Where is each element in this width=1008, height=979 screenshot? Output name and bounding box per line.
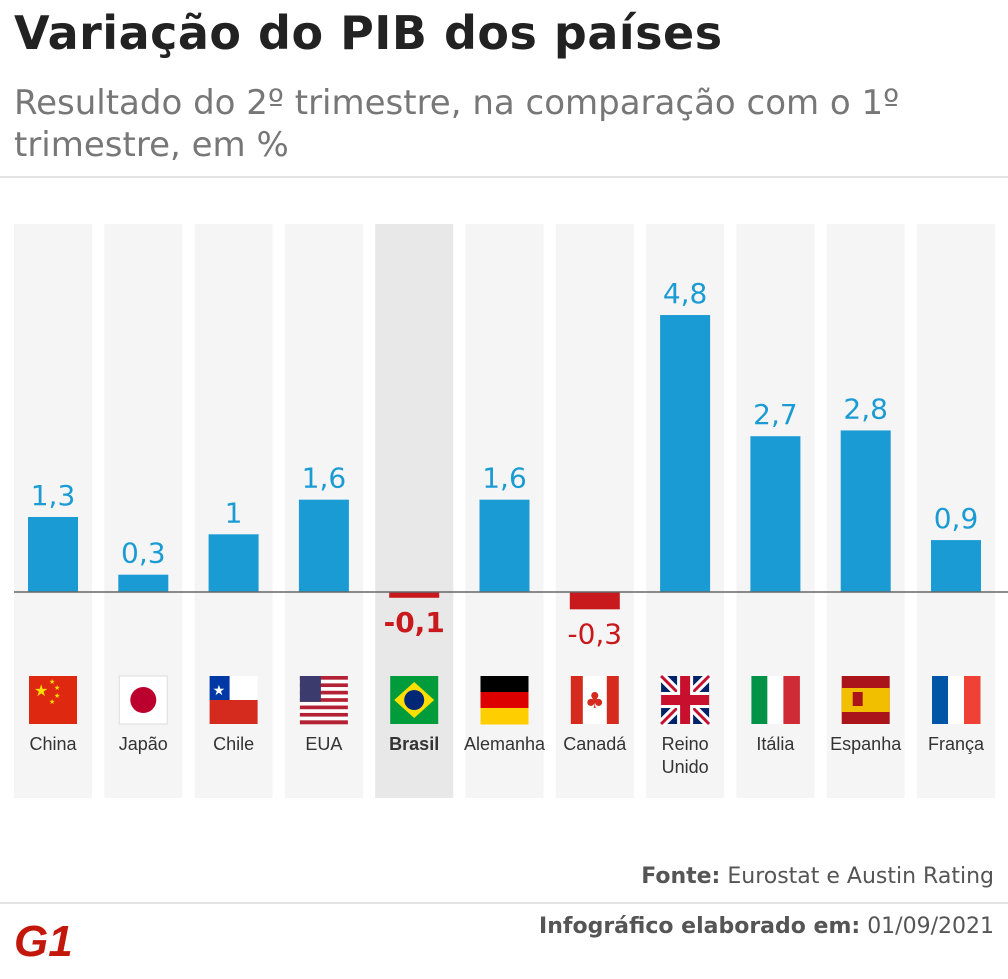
category-label-2: Chile bbox=[213, 734, 254, 754]
made-date: 01/09/2021 bbox=[867, 914, 994, 939]
usa-flag bbox=[299, 676, 348, 725]
category-label-0: China bbox=[29, 734, 77, 754]
value-label-0: 1,3 bbox=[31, 479, 76, 512]
value-label-6: -0,3 bbox=[567, 617, 622, 650]
category-label-6: Canadá bbox=[563, 734, 627, 754]
category-label-1: Japão bbox=[119, 734, 168, 754]
bar-7 bbox=[660, 315, 711, 592]
value-label-5: 1,6 bbox=[482, 462, 527, 495]
value-label-1: 0,3 bbox=[121, 537, 166, 570]
brazil-flag bbox=[390, 676, 439, 724]
value-label-8: 2,7 bbox=[753, 398, 798, 431]
spain-flag bbox=[841, 676, 890, 724]
value-label-4: -0,1 bbox=[384, 606, 445, 639]
footer-divider bbox=[0, 902, 1008, 904]
svg-text:★: ★ bbox=[49, 678, 55, 686]
china-flag: ★ ★★★★ bbox=[29, 676, 77, 724]
bar-1 bbox=[118, 574, 169, 592]
value-label-3: 1,6 bbox=[302, 462, 347, 495]
svg-text:★: ★ bbox=[54, 692, 60, 700]
g1-logo[interactable]: G1 bbox=[14, 916, 78, 960]
canada-flag: ♣ bbox=[570, 676, 619, 724]
category-label-9: Espanha bbox=[830, 734, 902, 754]
svg-text:★: ★ bbox=[54, 684, 60, 692]
svg-text:★: ★ bbox=[34, 681, 48, 700]
category-label-3: EUA bbox=[305, 734, 342, 754]
chart-title: Variação do PIB dos países bbox=[14, 6, 723, 60]
category-label-10: França bbox=[928, 734, 985, 754]
category-label-5: Alemanha bbox=[464, 734, 546, 754]
svg-text:G1: G1 bbox=[14, 917, 73, 960]
header-divider bbox=[0, 176, 1008, 178]
source-text: Eurostat e Austin Rating bbox=[727, 864, 994, 889]
bar-3 bbox=[298, 499, 349, 592]
italy-flag bbox=[751, 676, 800, 724]
bar-10 bbox=[931, 540, 981, 592]
svg-text:♣: ♣ bbox=[585, 689, 605, 714]
value-label-10: 0,9 bbox=[934, 502, 979, 535]
made-label: Infográfico elaborado em: bbox=[539, 914, 861, 939]
bar-0 bbox=[28, 516, 78, 592]
made-date-note: Infográfico elaborado em: 01/09/2021 bbox=[539, 914, 994, 939]
bar-8 bbox=[750, 436, 801, 592]
source-note: Fonte: Eurostat e Austin Rating bbox=[641, 864, 994, 889]
chile-flag: ★ bbox=[209, 676, 258, 724]
bar-9 bbox=[840, 430, 891, 592]
value-label-9: 2,8 bbox=[843, 392, 888, 425]
svg-text:★: ★ bbox=[49, 698, 55, 706]
bar-5 bbox=[479, 499, 530, 592]
bar-2 bbox=[208, 534, 259, 592]
value-label-2: 1 bbox=[225, 496, 243, 529]
category-label-8: Itália bbox=[756, 734, 795, 754]
category-label-7: Reino Unido bbox=[662, 734, 709, 777]
japan-flag bbox=[118, 675, 168, 725]
svg-text:★: ★ bbox=[213, 683, 226, 699]
source-label: Fonte: bbox=[641, 864, 721, 889]
value-label-7: 4,8 bbox=[663, 277, 708, 310]
france-flag bbox=[932, 676, 981, 724]
bar-6 bbox=[569, 592, 620, 610]
uk-flag bbox=[657, 672, 713, 728]
chart-subtitle: Resultado do 2º trimestre, na comparação… bbox=[14, 83, 900, 165]
germany-flag bbox=[480, 676, 529, 725]
bar-4 bbox=[389, 592, 440, 598]
category-label-4: Brasil bbox=[389, 734, 439, 754]
